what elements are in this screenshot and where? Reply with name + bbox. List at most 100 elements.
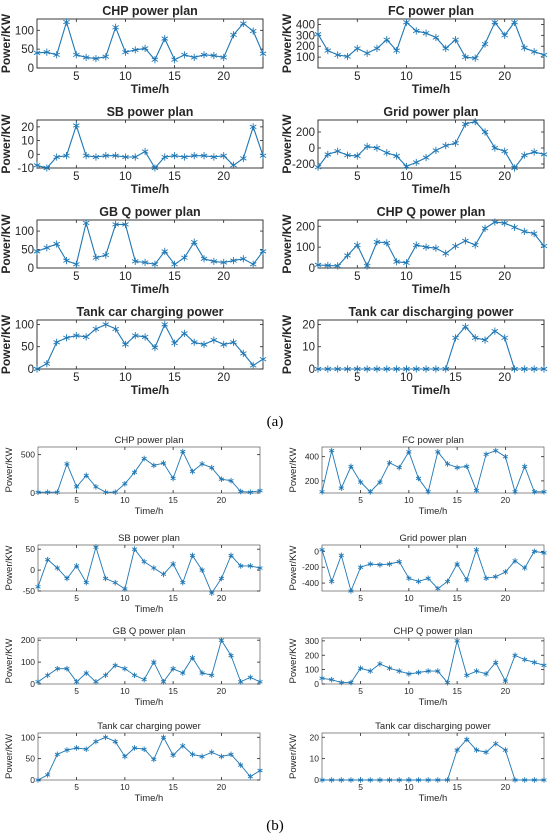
x-tick-label: 15: [452, 593, 462, 603]
data-point: [257, 565, 263, 571]
x-tick-label: 15: [449, 271, 462, 283]
data-point: [373, 44, 381, 52]
x-tick-label: 10: [404, 495, 414, 505]
x-tick-label: 20: [217, 71, 230, 83]
data-point: [415, 475, 422, 482]
x-tick-label: 10: [404, 686, 414, 696]
data-point: [396, 668, 402, 674]
data-point: [521, 365, 528, 373]
data-point: [141, 455, 147, 462]
data-point: [112, 152, 119, 160]
data-point: [102, 734, 109, 741]
y-tick-label: 100: [296, 242, 315, 254]
data-point: [210, 336, 218, 344]
data-point: [531, 659, 537, 666]
data-point: [324, 261, 332, 270]
chart-a8: Tank car discharging power 5 10 15 20 0 10 20 Ti…: [280, 305, 548, 397]
chart-b3: SB power plan 5 10 15 20 -50 0 50 Time/h Power/KW: [4, 533, 263, 615]
data-point: [257, 767, 263, 774]
y-tick-label: 200: [296, 41, 315, 53]
x-tick-label: 10: [400, 171, 413, 183]
data-point: [160, 734, 167, 741]
data-point: [393, 365, 400, 373]
data-point: [93, 544, 99, 550]
x-axis-label: Time/h: [135, 793, 164, 804]
data-point: [64, 747, 70, 753]
data-point: [541, 777, 547, 783]
data-point: [122, 481, 128, 487]
chart-title: FC power plan: [402, 435, 464, 446]
data-point: [324, 150, 332, 158]
data-point: [218, 575, 225, 582]
data-point: [481, 224, 489, 232]
data-point: [209, 749, 215, 756]
x-tick-label: 10: [120, 686, 130, 696]
series-line: [36, 123, 264, 169]
data-point: [353, 241, 361, 249]
chart-title: Tank car charging power: [97, 721, 201, 732]
data-point: [141, 558, 147, 565]
data-point: [403, 162, 410, 170]
y-tick-label: 0: [309, 364, 315, 376]
data-point: [319, 488, 325, 495]
y-tick-label: 50: [26, 544, 36, 554]
y-tick-label: 0: [30, 775, 35, 785]
chart-title: CHP power plan: [102, 4, 198, 18]
data-point: [540, 242, 548, 250]
data-point: [383, 239, 391, 247]
data-point: [462, 323, 469, 331]
x-tick-label: 5: [354, 71, 360, 83]
data-point: [189, 654, 196, 661]
data-point: [190, 338, 198, 346]
x-tick-label: 5: [73, 372, 79, 384]
data-point: [338, 679, 344, 686]
data-point: [35, 489, 41, 496]
data-point: [425, 777, 431, 783]
x-axis-label: Time/h: [135, 506, 164, 517]
data-point: [220, 152, 228, 160]
x-tick-label: 10: [119, 372, 132, 384]
data-point: [131, 46, 139, 54]
y-tick-label: 50: [21, 245, 34, 257]
data-point: [541, 488, 547, 495]
chart-a1: CHP power plan 5 10 15 20 0 50 100 Time/h Power/K…: [0, 4, 267, 96]
y-tick-label: 100: [15, 25, 34, 37]
data-point: [329, 447, 335, 454]
x-tick-label: 20: [501, 686, 511, 696]
data-point: [199, 567, 205, 573]
data-point: [471, 241, 479, 249]
data-point: [230, 31, 237, 39]
y-tick-label: 300: [305, 636, 319, 646]
x-tick-label: 5: [358, 686, 363, 696]
data-point: [218, 476, 225, 482]
data-point: [102, 251, 110, 259]
data-point: [247, 773, 253, 780]
y-tick-label: 20: [21, 122, 34, 134]
data-point: [483, 451, 489, 458]
y-tick-label: 100: [296, 52, 315, 64]
data-point: [406, 777, 412, 783]
data-point: [512, 558, 518, 564]
data-point: [190, 152, 198, 160]
data-point: [210, 51, 218, 60]
data-point: [73, 484, 80, 490]
data-point: [160, 679, 167, 685]
data-point: [319, 777, 325, 783]
x-tick-label: 20: [501, 593, 511, 603]
data-point: [386, 665, 393, 671]
data-point: [141, 746, 147, 753]
data-point: [43, 244, 51, 252]
data-point: [319, 546, 325, 553]
data-point: [540, 365, 548, 373]
chart-b7: Tank car charging power 5 10 15 20 0 50 100 Time…: [4, 721, 263, 804]
y-tick-label: -10: [17, 163, 34, 175]
data-point: [334, 262, 341, 270]
data-point: [53, 338, 60, 346]
series-line: [317, 120, 545, 169]
data-point: [43, 164, 51, 172]
y-tick-label: 200: [21, 635, 35, 645]
data-point: [471, 118, 479, 126]
data-point: [33, 365, 41, 373]
data-point: [444, 777, 451, 783]
